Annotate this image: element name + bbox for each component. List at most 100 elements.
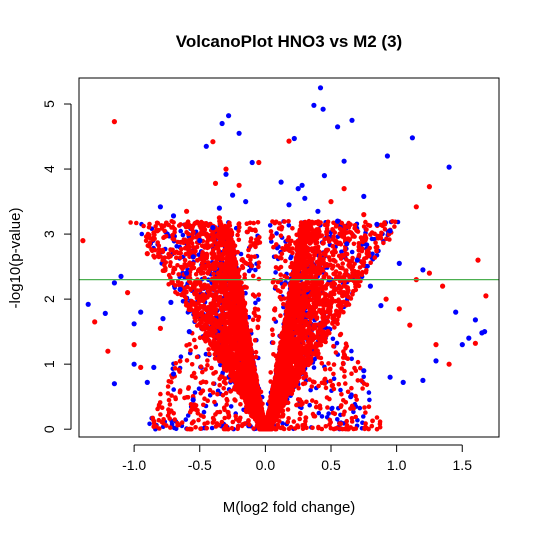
data-point (330, 243, 336, 249)
data-point (286, 416, 291, 421)
data-point (166, 397, 172, 403)
data-point (304, 399, 309, 405)
data-point (250, 317, 256, 323)
data-point (349, 348, 354, 354)
data-point (300, 426, 306, 432)
data-point (165, 384, 171, 389)
data-point (166, 272, 172, 278)
data-point (184, 358, 190, 363)
data-point (326, 411, 331, 416)
data-point (362, 405, 367, 410)
data-point (279, 297, 284, 302)
data-point (343, 400, 349, 405)
data-point (215, 391, 220, 397)
data-point (174, 244, 179, 249)
data-point (174, 255, 179, 260)
data-point (240, 422, 245, 427)
data-point (279, 226, 284, 232)
data-point (343, 268, 348, 274)
data-point (250, 292, 256, 298)
data-point (198, 364, 204, 370)
data-point (387, 237, 392, 242)
data-point (195, 257, 200, 263)
data-point (331, 376, 337, 382)
data-point (180, 232, 186, 238)
data-point (189, 241, 195, 246)
data-point (274, 231, 279, 236)
data-point (335, 417, 340, 422)
data-point (147, 421, 152, 427)
data-point (330, 336, 336, 342)
data-point (151, 424, 156, 430)
data-point (351, 409, 356, 415)
data-point (251, 426, 256, 431)
data-point (361, 374, 367, 380)
data-point (280, 421, 285, 426)
data-point (334, 340, 340, 346)
data-point (201, 402, 206, 408)
data-point (331, 362, 337, 367)
data-point (357, 405, 363, 411)
data-point (246, 247, 251, 253)
data-point (158, 412, 163, 417)
data-point (273, 254, 279, 259)
data-point (289, 238, 294, 244)
data-point (267, 223, 273, 228)
data-point (184, 230, 189, 235)
data-point (253, 300, 258, 306)
data-point (172, 417, 178, 422)
data-point (366, 390, 372, 395)
data-point (189, 362, 195, 367)
data-point (338, 387, 343, 393)
data-point (268, 370, 274, 375)
data-point (168, 260, 173, 265)
data-point (285, 407, 291, 412)
chart-title: VolcanoPlot HNO3 vs M2 (3) (176, 32, 402, 51)
data-point (286, 223, 292, 228)
data-point (173, 361, 179, 366)
data-point (158, 391, 163, 397)
data-point (269, 239, 274, 244)
data-point (370, 251, 375, 257)
data-point (307, 402, 313, 408)
data-point (203, 351, 209, 357)
data-point (339, 220, 345, 226)
data-point (169, 219, 174, 224)
data-point (176, 272, 181, 277)
data-point (349, 356, 355, 362)
data-point (325, 222, 330, 228)
data-point (175, 291, 180, 297)
data-point (206, 351, 212, 357)
data-point (342, 247, 348, 253)
data-point (253, 267, 258, 273)
data-point (255, 220, 261, 225)
data-point (361, 414, 366, 419)
data-point (353, 368, 359, 374)
data-point (146, 224, 152, 230)
data-point (141, 223, 146, 229)
data-point (256, 276, 262, 282)
data-point (319, 414, 325, 419)
data-point (178, 246, 184, 252)
data-point (270, 332, 276, 338)
data-point (128, 220, 133, 225)
data-point (221, 386, 226, 391)
data-point (196, 386, 202, 392)
data-point (373, 240, 378, 245)
data-point (319, 361, 325, 366)
data-point (311, 365, 317, 370)
data-point (282, 282, 288, 287)
data-point (209, 365, 214, 371)
data-point (197, 335, 203, 341)
data-point (355, 378, 361, 383)
data-point (356, 241, 362, 246)
data-point (308, 355, 314, 361)
data-point (185, 413, 191, 418)
data-point (297, 416, 303, 422)
data-point (349, 371, 354, 377)
data-point (211, 271, 216, 277)
data-point (193, 425, 198, 430)
data-point (187, 409, 193, 415)
data-point (313, 399, 319, 405)
